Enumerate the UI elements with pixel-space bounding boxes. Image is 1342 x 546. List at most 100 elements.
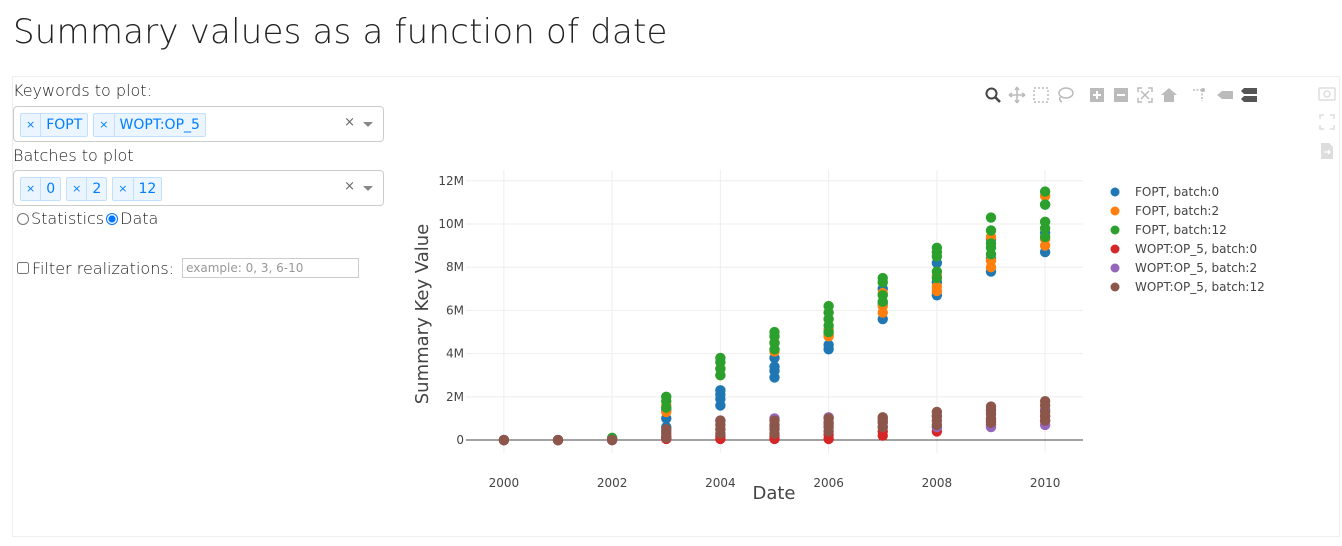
tag-label: 2	[92, 181, 102, 197]
lasso-select-icon[interactable]	[1056, 86, 1074, 104]
chevron-down-icon[interactable]	[363, 122, 373, 127]
x-tick-label: 2006	[813, 476, 844, 490]
legend: FOPT, batch:0 FOPT, batch:2 FOPT, batch:12…	[1110, 185, 1265, 294]
zoom-in-icon[interactable]	[1088, 86, 1106, 104]
tag-remove-icon[interactable]: ×	[67, 178, 88, 200]
batches-label: Batches to plot	[13, 146, 134, 165]
radio-data-label: Data	[120, 209, 159, 228]
legend-label[interactable]: WOPT:OP_5, batch:12	[1135, 280, 1265, 294]
y-tick-label: 6M	[446, 303, 464, 317]
y-tick-label: 2M	[446, 390, 464, 404]
data-point[interactable]	[931, 281, 943, 292]
data-point[interactable]	[769, 415, 780, 426]
legend-marker[interactable]	[1110, 225, 1120, 235]
clear-keywords-icon[interactable]: ×	[344, 115, 355, 130]
data-point[interactable]	[985, 225, 997, 236]
legend-label[interactable]: FOPT, batch:2	[1135, 204, 1219, 218]
data-point[interactable]	[715, 352, 726, 364]
export-icon[interactable]	[1318, 142, 1336, 160]
scatter-chart[interactable]: 2000 2002 2004 2006 2008 201002M4M6M8M10M12M …	[400, 160, 1280, 520]
legend-label[interactable]: FOPT, batch:0	[1135, 185, 1219, 199]
legend-marker[interactable]	[1110, 244, 1120, 254]
zoom-icon[interactable]	[984, 86, 1002, 104]
data-point[interactable]	[552, 434, 564, 446]
filter-checkbox[interactable]	[17, 262, 29, 274]
data-point[interactable]	[823, 300, 834, 312]
keyword-tag: × WOPT:OP_5	[93, 113, 206, 137]
radio-data[interactable]: Data	[106, 209, 158, 228]
data-point[interactable]	[1039, 395, 1051, 407]
data-point[interactable]	[931, 266, 943, 277]
legend-marker[interactable]	[1110, 187, 1120, 197]
data-point[interactable]	[606, 434, 618, 446]
tag-label: 12	[138, 181, 157, 197]
x-tick-label: 2004	[705, 476, 736, 490]
data-point[interactable]	[931, 242, 943, 253]
modebar	[984, 86, 1264, 106]
batches-multiselect[interactable]: × 0 × 2 × 12 ×	[13, 170, 384, 206]
legend-label[interactable]: WOPT:OP_5, batch:2	[1135, 261, 1257, 275]
x-tick-label: 2008	[922, 476, 953, 490]
legend-marker[interactable]	[1110, 282, 1120, 292]
data-point[interactable]	[823, 413, 834, 424]
batch-tag: × 0	[20, 177, 62, 201]
y-tick-label: 4M	[446, 347, 464, 361]
filter-input[interactable]	[182, 258, 360, 278]
tag-remove-icon[interactable]: ×	[21, 178, 42, 200]
data-point[interactable]	[985, 212, 997, 223]
tag-remove-icon[interactable]: ×	[94, 114, 115, 136]
chevron-down-icon[interactable]	[363, 186, 373, 191]
keywords-label: Keywords to plot:	[13, 81, 152, 100]
data-point[interactable]	[498, 434, 510, 446]
data-point[interactable]	[877, 290, 888, 301]
data-point[interactable]	[931, 406, 943, 418]
data-point[interactable]	[1039, 231, 1051, 243]
reset-axes-icon[interactable]	[1160, 86, 1178, 104]
data-point[interactable]	[1039, 186, 1051, 197]
data-point[interactable]	[769, 361, 780, 372]
legend-marker[interactable]	[1110, 263, 1120, 273]
data-points	[498, 186, 1051, 446]
hover-closest-icon[interactable]	[1216, 86, 1234, 104]
data-point[interactable]	[877, 272, 888, 284]
radio-statistics[interactable]: Statistics	[17, 209, 104, 228]
data-point[interactable]	[877, 412, 888, 423]
legend-marker[interactable]	[1110, 206, 1120, 216]
data-point[interactable]	[823, 339, 834, 351]
box-select-icon[interactable]	[1032, 86, 1050, 104]
tag-remove-icon[interactable]: ×	[113, 178, 134, 200]
data-point[interactable]	[1039, 199, 1051, 210]
data-point[interactable]	[661, 391, 672, 403]
filter-row: Filter realizations:	[17, 258, 360, 278]
radio-statistics-label: Statistics	[31, 209, 105, 228]
hover-compare-icon[interactable]	[1240, 86, 1258, 104]
keyword-tag: × FOPT	[20, 113, 89, 137]
keywords-multiselect[interactable]: × FOPT × WOPT:OP_5 ×	[13, 106, 384, 142]
radio-statistics-input[interactable]	[17, 212, 29, 225]
batch-tag: × 2	[66, 177, 108, 201]
plot-panel	[12, 76, 1340, 537]
data-point[interactable]	[985, 401, 997, 412]
data-point[interactable]	[715, 385, 726, 396]
camera-icon[interactable]	[1318, 84, 1336, 102]
data-point[interactable]	[715, 415, 726, 426]
pan-icon[interactable]	[1008, 86, 1026, 104]
tag-remove-icon[interactable]: ×	[21, 114, 42, 136]
data-point[interactable]	[769, 326, 780, 338]
spike-lines-icon[interactable]	[1190, 86, 1208, 104]
tag-label: FOPT	[46, 117, 83, 133]
legend-label[interactable]: WOPT:OP_5, batch:0	[1135, 242, 1257, 256]
autoscale-icon[interactable]	[1136, 86, 1154, 104]
x-tick-label: 2000	[489, 476, 520, 490]
fullscreen-icon[interactable]	[1318, 113, 1336, 131]
y-tick-label: 12M	[438, 174, 464, 188]
legend-label[interactable]: FOPT, batch:12	[1135, 223, 1227, 237]
radio-data-input[interactable]	[106, 212, 119, 225]
clear-batches-icon[interactable]: ×	[344, 179, 355, 194]
data-point[interactable]	[985, 238, 997, 249]
data-point[interactable]	[1039, 216, 1051, 228]
page-title: Summary values as a function of date	[13, 12, 668, 52]
batch-tag: × 12	[112, 177, 163, 201]
data-point[interactable]	[661, 424, 672, 435]
zoom-out-icon[interactable]	[1112, 86, 1130, 104]
